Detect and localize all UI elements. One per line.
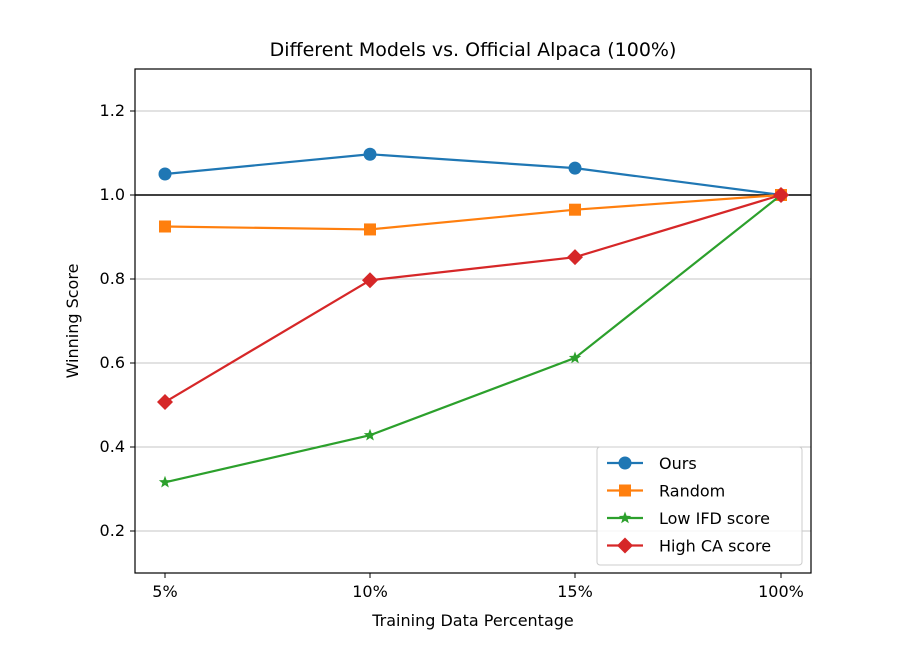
legend-item: High CA score (607, 537, 771, 556)
data-point (569, 203, 581, 216)
x-axis-ticks: 5% 10% 15% 100% (152, 573, 804, 601)
plot-frame (134, 68, 812, 574)
legend-label: High CA score (659, 537, 771, 556)
legend: Ours Random Low IFD score High CA score (596, 446, 803, 566)
data-point (773, 187, 789, 203)
legend-item: Random (607, 482, 725, 501)
chart-title: Different Models vs. Official Alpaca (10… (270, 39, 677, 61)
legend-label: Random (659, 482, 725, 501)
data-point (567, 249, 583, 266)
x-tick-label: 15% (557, 582, 593, 601)
x-tick-label: 100% (758, 582, 804, 601)
data-point (158, 167, 172, 181)
y-tick-label: 1.0 (100, 185, 125, 204)
x-tick-label: 10% (352, 582, 388, 601)
data-point (159, 220, 171, 233)
y-axis-ticks: 0.2 0.4 0.6 0.8 1.0 1.2 (100, 101, 135, 540)
y-tick-label: 0.4 (100, 437, 125, 456)
data-point (568, 351, 582, 364)
y-axis-label: Winning Score (63, 264, 82, 379)
legend-marker (618, 456, 632, 470)
data-point (363, 147, 377, 161)
series-line (164, 194, 782, 484)
legend-marker (617, 537, 633, 554)
data-point (157, 394, 173, 411)
gridlines (135, 110, 811, 532)
legend-marker (619, 484, 631, 497)
data-point (158, 475, 172, 488)
y-tick-label: 0.8 (100, 269, 125, 288)
legend-box (596, 446, 803, 566)
legend-label: Ours (659, 454, 697, 473)
series-line (164, 153, 782, 197)
legend-item: Low IFD score (607, 509, 770, 528)
legend-item: Ours (607, 454, 697, 473)
y-tick-label: 0.2 (100, 521, 125, 540)
series-group (157, 147, 789, 488)
data-point (568, 161, 582, 175)
y-tick-label: 0.6 (100, 353, 125, 372)
data-point (362, 272, 378, 289)
x-axis-label: Training Data Percentage (371, 611, 574, 630)
y-tick-label: 1.2 (100, 101, 125, 120)
x-tick-label: 5% (152, 582, 177, 601)
series-high-ca-score (157, 187, 789, 411)
data-point (364, 223, 376, 236)
series-line (164, 193, 782, 404)
series-line (164, 193, 782, 231)
legend-marker (618, 511, 632, 524)
legend-label: Low IFD score (659, 509, 770, 528)
data-point (363, 428, 377, 441)
